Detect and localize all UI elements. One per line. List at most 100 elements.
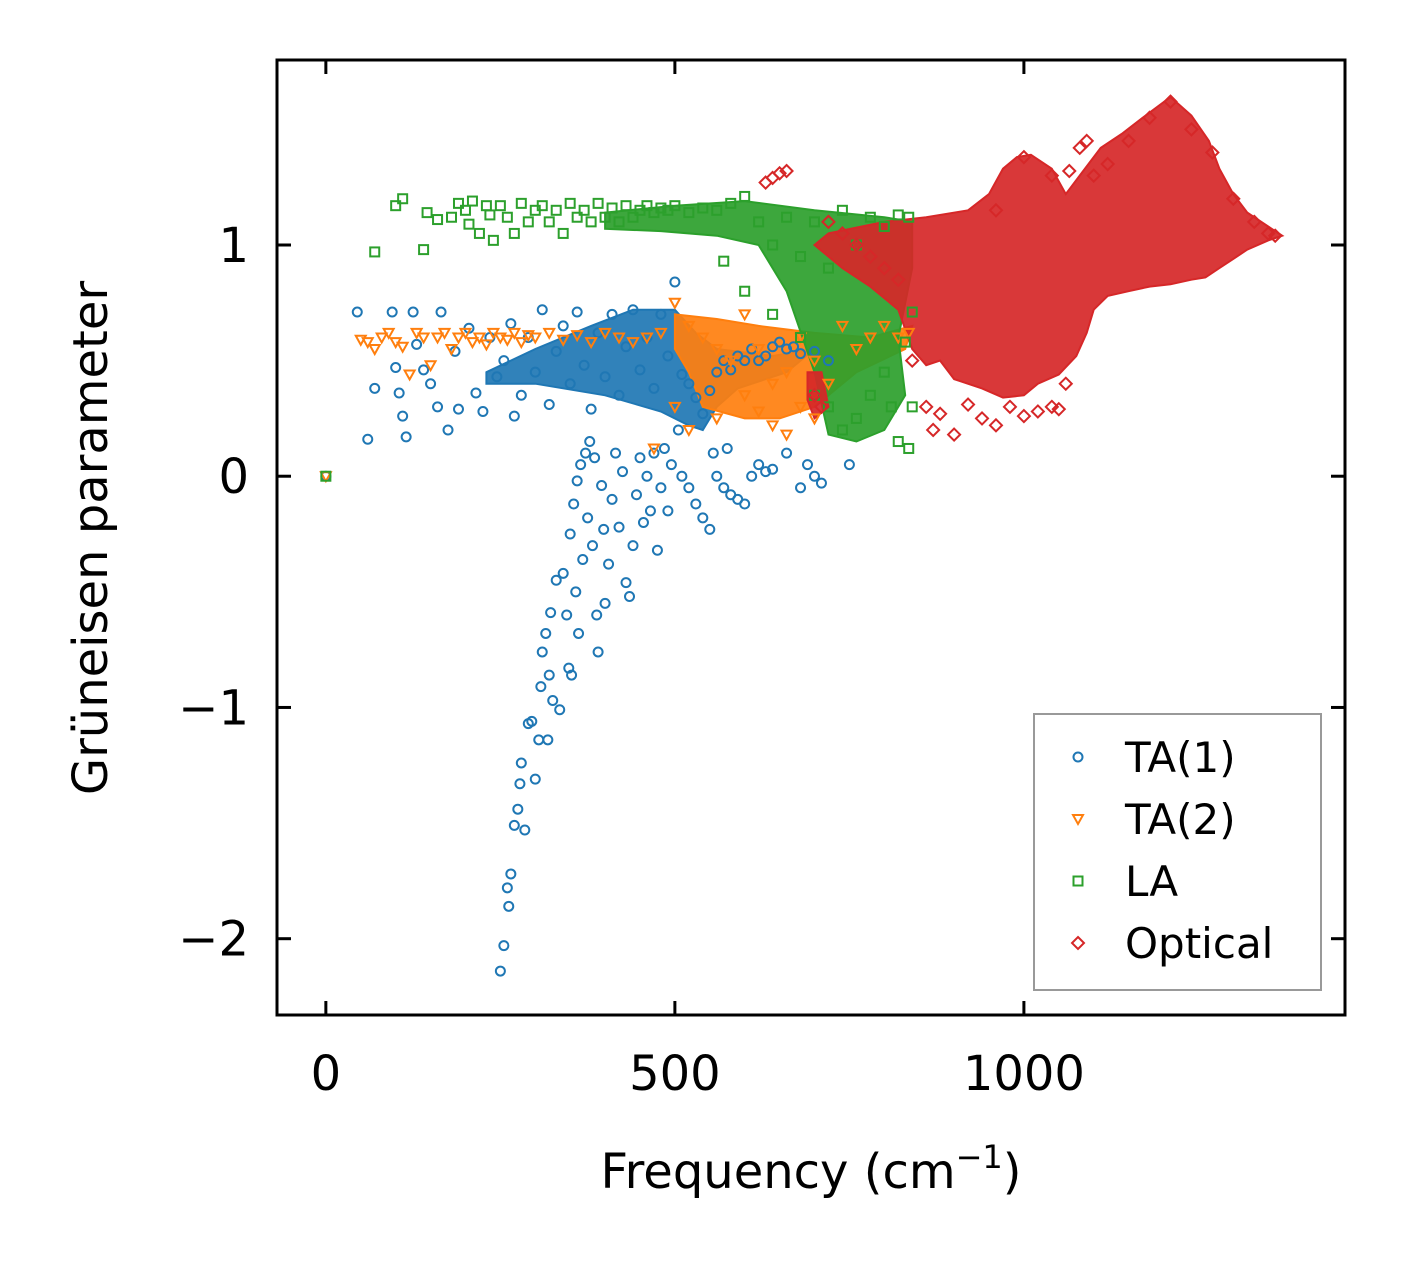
- point-la-72: [906, 306, 918, 318]
- axis-ticks: [277, 60, 1345, 1015]
- point-ta-2-36: [668, 297, 682, 310]
- point-la-66: [850, 412, 862, 424]
- point-ta-1-99: [570, 586, 582, 598]
- point-la-69: [892, 436, 904, 448]
- point-ta-1-25: [508, 410, 520, 422]
- point-la-71: [906, 401, 918, 413]
- point-ta-1-88: [543, 669, 555, 681]
- point-ta-2-61: [779, 429, 794, 442]
- point-ta-2-37: [682, 320, 696, 333]
- point-ta-1-78: [515, 757, 527, 769]
- legend-marker-ta-2: [1071, 814, 1085, 827]
- point-ta-1-15: [442, 424, 454, 436]
- point-ta-2-38: [696, 332, 710, 345]
- point-ta-2-22: [500, 334, 515, 347]
- point-ta-1-101: [573, 627, 585, 639]
- point-la-48: [753, 216, 765, 228]
- point-optical-34: [1184, 121, 1199, 137]
- point-ta-1-28: [529, 366, 541, 378]
- point-la-33: [613, 216, 625, 228]
- point-ta-1-29: [536, 304, 548, 316]
- point-la-24: [550, 204, 562, 216]
- point-ta-1-95: [563, 662, 575, 674]
- point-la-55: [850, 239, 862, 251]
- point-optical-25: [1058, 376, 1074, 392]
- point-ta-1-106: [584, 436, 596, 448]
- point-ta-1-133: [672, 424, 684, 436]
- point-ta-1-66: [795, 348, 807, 360]
- point-ta-1-47: [662, 350, 674, 362]
- point-optical-29: [1086, 168, 1102, 184]
- point-ta-1-94: [561, 609, 573, 621]
- point-ta-1-4: [386, 306, 398, 318]
- point-ta-1-71: [498, 940, 510, 952]
- point-ta-2-2: [361, 337, 375, 350]
- legend-marker-optical: [1070, 935, 1086, 951]
- point-ta-1-126: [644, 505, 656, 517]
- point-ta-2-51: [877, 320, 891, 333]
- point-la-54: [836, 204, 848, 216]
- point-ta-1-75: [508, 819, 520, 831]
- point-ta-1-72: [501, 882, 513, 894]
- point-la-0: [320, 470, 332, 482]
- point-ta-1-108: [589, 452, 601, 464]
- plot-frame: [275, 58, 1347, 1017]
- point-ta-2-43: [765, 378, 780, 391]
- point-ta-1-53: [704, 385, 716, 397]
- point-la-20: [522, 216, 534, 228]
- point-ta-2-42: [751, 344, 766, 357]
- point-ta-1-45: [648, 382, 660, 394]
- point-optical-15: [932, 406, 948, 422]
- point-la-26: [564, 197, 576, 209]
- point-la-53: [822, 262, 834, 274]
- point-ta-2-44: [779, 367, 794, 380]
- point-ta-1-70: [494, 965, 506, 977]
- data-points: [319, 94, 1283, 977]
- point-ta-1-64: [781, 343, 793, 355]
- point-la-37: [641, 200, 653, 212]
- point-ta-1-85: [536, 646, 548, 658]
- point-ta-2-16: [458, 327, 473, 340]
- point-ta-2-34: [640, 332, 654, 345]
- point-ta-1-92: [554, 704, 566, 716]
- point-la-45: [718, 255, 730, 267]
- point-ta-1-26: [515, 389, 527, 401]
- point-ta-2-5: [381, 327, 396, 340]
- point-ta-2-55: [668, 401, 682, 414]
- point-ta-2-50: [863, 332, 878, 345]
- point-la-64: [822, 401, 834, 413]
- point-ta-1-82: [529, 773, 541, 785]
- point-ta-1-30: [543, 399, 555, 411]
- point-la-6: [432, 214, 444, 226]
- point-optical-22: [1030, 404, 1046, 419]
- point-la-50: [781, 211, 793, 223]
- point-la-63: [808, 389, 820, 401]
- point-ta-2-23: [507, 327, 522, 340]
- point-ta-1-54: [711, 366, 723, 378]
- point-ta-1-129: [655, 482, 667, 494]
- point-la-32: [606, 202, 618, 214]
- point-ta-1-34: [571, 306, 583, 318]
- point-la-14: [484, 209, 496, 221]
- point-ta-1-93: [557, 567, 569, 579]
- point-optical-9: [862, 249, 878, 264]
- point-ta-1-40: [613, 389, 625, 401]
- point-ta-1-3: [369, 382, 381, 394]
- point-ta-1-104: [580, 447, 592, 459]
- point-ta-1-5: [390, 362, 402, 374]
- point-ta-1-63: [774, 336, 786, 348]
- point-ta-1-74: [505, 868, 517, 880]
- point-ta-1-46: [655, 308, 667, 320]
- point-optical-8: [848, 237, 864, 253]
- point-ta-1-115: [606, 493, 618, 505]
- point-optical-12: [904, 353, 920, 369]
- point-ta-1-8: [400, 431, 412, 443]
- point-ta-1-31: [550, 345, 562, 357]
- point-la-62: [795, 331, 807, 343]
- point-ta-1-81: [526, 715, 538, 727]
- point-optical-42: [988, 202, 1004, 218]
- legend-marker-la: [1072, 875, 1084, 887]
- point-ta-2-19: [479, 339, 494, 352]
- point-ta-1-137: [697, 512, 709, 524]
